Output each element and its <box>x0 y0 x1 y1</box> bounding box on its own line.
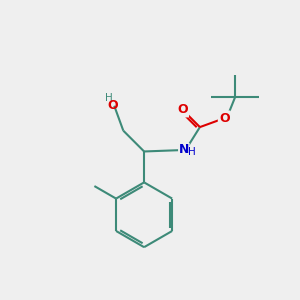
Text: H: H <box>105 92 113 103</box>
Text: O: O <box>177 103 188 116</box>
Text: O: O <box>107 99 118 112</box>
Text: H: H <box>188 147 196 158</box>
Text: O: O <box>219 112 230 125</box>
Text: N: N <box>179 143 189 157</box>
